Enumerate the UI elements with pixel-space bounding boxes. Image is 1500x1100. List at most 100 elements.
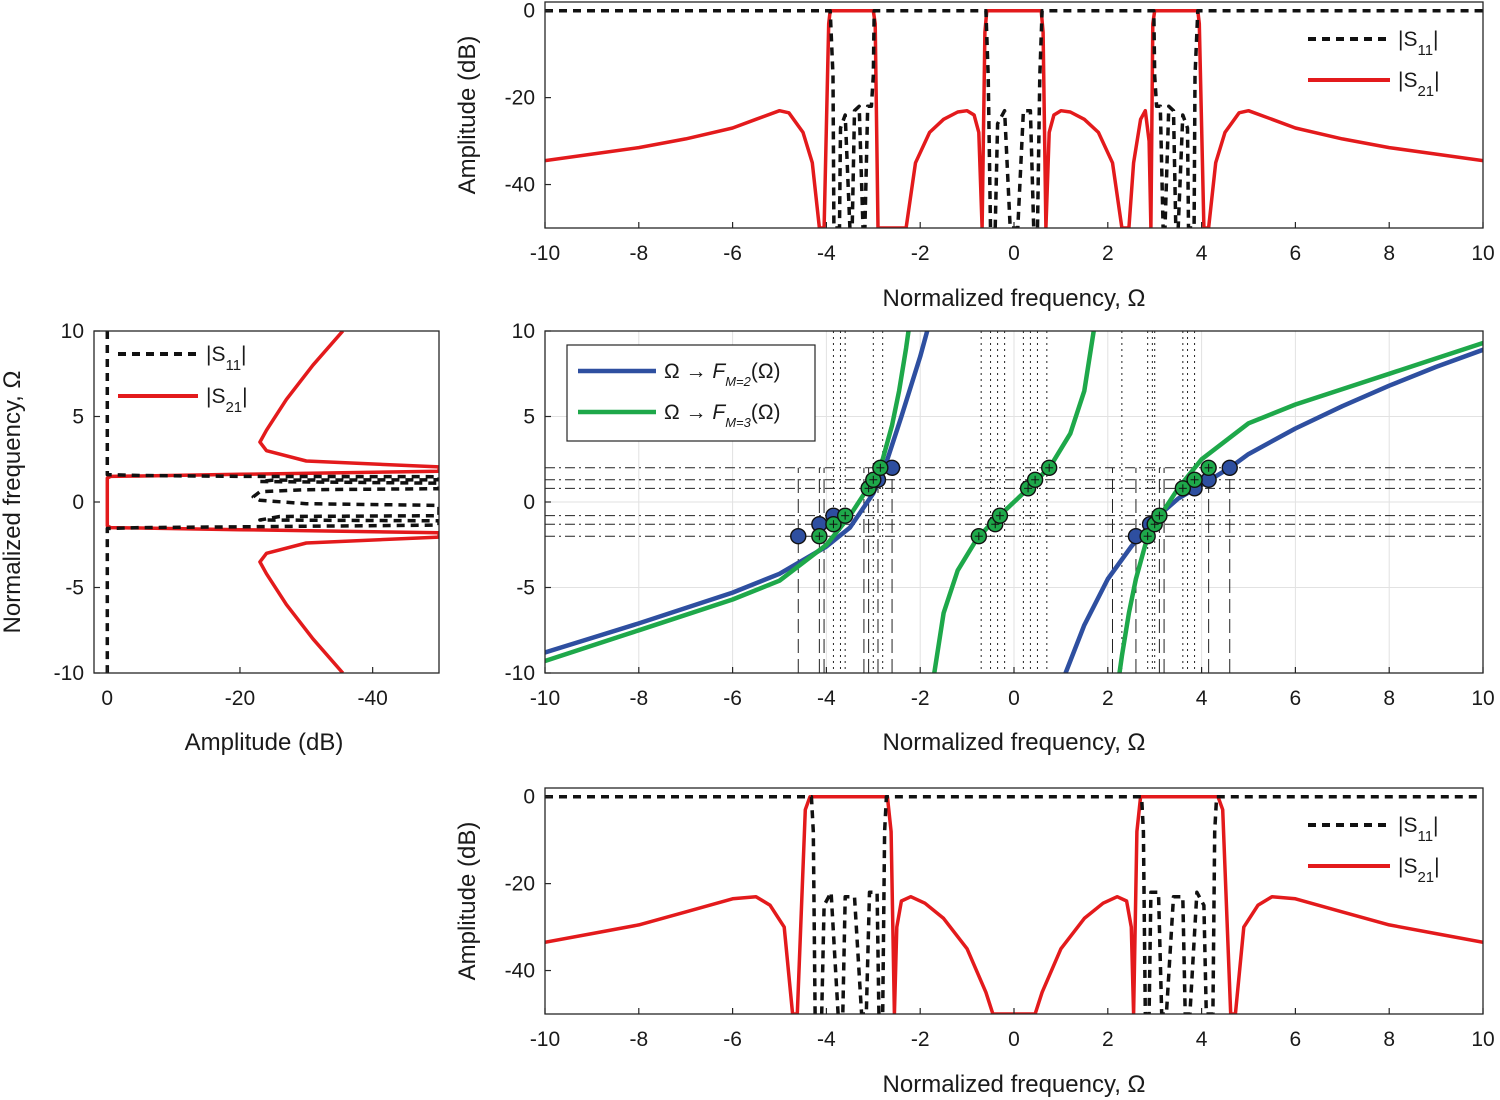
middle-ytick-label: 10 (512, 320, 535, 343)
top-xtick-label: 0 (1008, 242, 1020, 265)
middle-ytick-label: 5 (523, 406, 535, 429)
top-axes-frame (544, 1, 1484, 229)
top-legend: |S11| |S21| (1308, 28, 1440, 100)
bottom-ytick-label: -20 (505, 873, 535, 896)
left-xtick-label: -40 (357, 687, 387, 710)
left-ytick-label: -10 (54, 662, 84, 685)
top-ticks: -10 -8 -6 -4 -2 0 2 4 6 8 100-20-40 (505, 0, 1495, 265)
middle-xtick-label: -8 (629, 687, 648, 710)
middle-series-m3-line (932, 331, 1096, 673)
bottom-xtick-label: 4 (1196, 1028, 1208, 1051)
middle-xtick-label: 4 (1196, 687, 1208, 710)
top-ylabel: Amplitude (dB) (454, 36, 481, 195)
middle-legend-box (566, 344, 816, 442)
left-axes-frame (93, 330, 440, 674)
middle-marker-layer (790, 459, 1238, 545)
middle-xtick-label: -2 (911, 687, 930, 710)
middle-panel: -10 -8 -6 -4 -2 0 2 4 6 8 10 -10 -5 0 5 10 Normalized f… (505, 320, 1495, 756)
top-xlabel: Normalized frequency, Ω (883, 285, 1146, 312)
left-ytick-label: 10 (61, 320, 84, 343)
bottom-xtick-label: 0 (1008, 1028, 1020, 1051)
top-xtick-label: -4 (817, 242, 836, 265)
top-ytick-label: -40 (505, 174, 535, 197)
top-series-s21-line (545, 8, 1483, 228)
middle-data-layer (545, 331, 1483, 673)
top-xtick-label: -2 (911, 242, 930, 265)
middle-xtick-label: -10 (530, 687, 560, 710)
middle-xtick-label: 6 (1290, 687, 1302, 710)
bottom-xtick-label: -8 (629, 1028, 648, 1051)
top-xtick-label: -8 (629, 242, 648, 265)
top-xtick-label: 4 (1196, 242, 1208, 265)
middle-xtick-label: 8 (1383, 687, 1395, 710)
bottom-legend-s11-label: |S11| (1398, 814, 1439, 845)
left-ytick-label: 5 (72, 406, 84, 429)
bottom-series-s11-line (545, 794, 1483, 1014)
middle-marker-m2 (790, 528, 807, 545)
left-ytick-label: 0 (72, 491, 84, 514)
bottom-series-s21-line (545, 794, 1483, 1014)
bottom-ticks: -10 -8 -6 -4 -2 0 2 4 6 8 100-20-40 (505, 786, 1495, 1051)
bottom-xtick-label: 6 (1290, 1028, 1302, 1051)
left-data-layer (105, 331, 439, 673)
middle-xlabel: Normalized frequency, Ω (883, 729, 1146, 756)
top-xtick-label: 2 (1102, 242, 1114, 265)
top-xtick-label: -10 (530, 242, 560, 265)
middle-axes-frame (544, 330, 1484, 674)
middle-legend-m3-label: Ω → FM=3(Ω) (664, 401, 781, 430)
middle-xtick-label: 2 (1102, 687, 1114, 710)
middle-ytick-label: -10 (505, 662, 535, 685)
left-legend-s11-label: |S11| (206, 343, 247, 374)
middle-xtick-label: -6 (723, 687, 742, 710)
bottom-panel: -10 -8 -6 -4 -2 0 2 4 6 8 100-20-40 Normalized fre… (454, 786, 1495, 1098)
bottom-legend-s21-label: |S21| (1398, 855, 1440, 886)
middle-series-m2-line (545, 331, 930, 655)
top-ytick-label: 0 (523, 0, 535, 23)
top-xtick-label: 8 (1383, 242, 1395, 265)
middle-marker-m2 (1221, 459, 1238, 476)
middle-xtick-label: 0 (1008, 687, 1020, 710)
middle-legend-m2-label: Ω → FM=2(Ω) (664, 360, 781, 389)
left-ytick-label: -5 (65, 577, 84, 600)
middle-ytick-label: -5 (516, 577, 535, 600)
middle-xtick-label: -4 (817, 687, 836, 710)
top-panel: -10 -8 -6 -4 -2 0 2 4 6 8 100-20-40 Normalized fre… (454, 0, 1495, 312)
top-legend-s11-label: |S11| (1398, 28, 1439, 59)
top-xtick-label: -6 (723, 242, 742, 265)
bottom-xtick-label: -2 (911, 1028, 930, 1051)
middle-legend: Ω → FM=2(Ω) Ω → FM=3(Ω) (566, 344, 816, 442)
bottom-legend: |S11| |S21| (1308, 814, 1440, 886)
left-xtick-label: -20 (225, 687, 255, 710)
top-xtick-label: 10 (1471, 242, 1494, 265)
bottom-xlabel: Normalized frequency, Ω (883, 1071, 1146, 1098)
bottom-axes-frame (544, 787, 1484, 1015)
bottom-data-layer (545, 794, 1483, 1014)
left-legend: |S11| |S21| (118, 343, 248, 416)
left-ylabel: Normalized frequency, Ω (0, 371, 26, 634)
bottom-xtick-label: 10 (1471, 1028, 1494, 1051)
top-xtick-label: 6 (1290, 242, 1302, 265)
middle-ytick-label: 0 (523, 491, 535, 514)
left-series-s21-line (105, 331, 439, 673)
bottom-ylabel: Amplitude (dB) (454, 822, 481, 981)
left-ticks: 0 -20 -40 -10 -5 0 5 10 (54, 320, 388, 710)
top-data-layer (545, 8, 1483, 228)
middle-series-m3-line (545, 331, 911, 664)
left-series-s11-line (105, 331, 439, 673)
bottom-ytick-label: 0 (523, 786, 535, 809)
bottom-ytick-label: -40 (505, 960, 535, 983)
top-series-s11-line (545, 8, 1483, 228)
bottom-xtick-label: 8 (1383, 1028, 1395, 1051)
middle-series-m3-line (1117, 340, 1483, 673)
left-xlabel: Amplitude (dB) (185, 729, 344, 756)
bottom-xtick-label: -6 (723, 1028, 742, 1051)
top-ytick-label: -20 (505, 87, 535, 110)
left-panel: 0 -20 -40 -10 -5 0 5 10 Amplitude (dB) Normaliz… (0, 320, 440, 756)
middle-xtick-label: 10 (1471, 687, 1494, 710)
left-legend-s21-label: |S21| (206, 385, 248, 416)
bottom-xtick-label: -10 (530, 1028, 560, 1051)
bottom-xtick-label: 2 (1102, 1028, 1114, 1051)
top-legend-s21-label: |S21| (1398, 69, 1440, 100)
middle-ticks: -10 -8 -6 -4 -2 0 2 4 6 8 10 -10 -5 0 5 10 (505, 320, 1495, 710)
